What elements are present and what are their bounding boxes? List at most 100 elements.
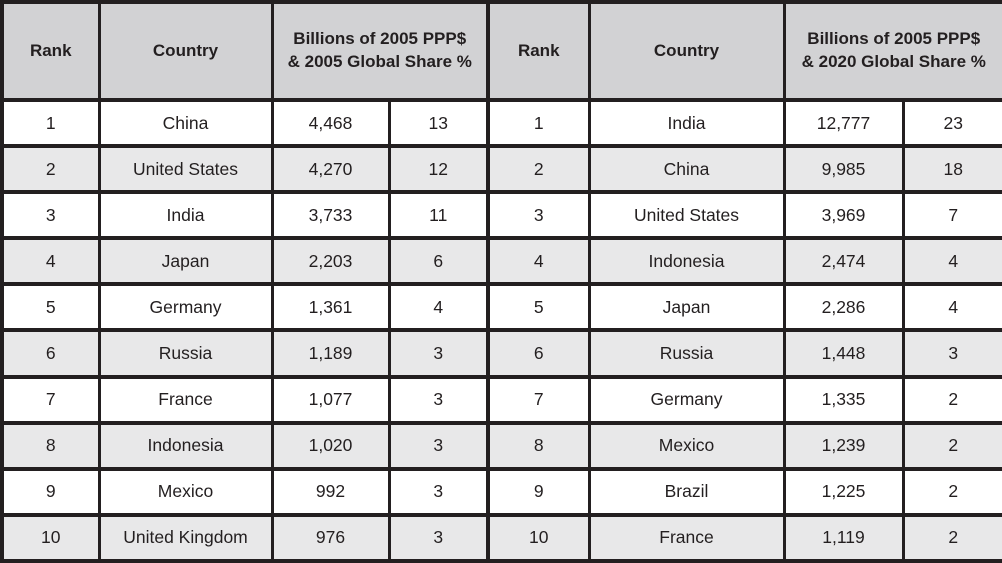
cell-country-2020: France [587, 512, 786, 563]
col-header-rank-2005: Rank [0, 0, 101, 102]
cell-value-2005: 3,733 [270, 190, 391, 241]
col-header-rank-2020: Rank [486, 0, 591, 102]
cell-country-2005: France [97, 374, 274, 425]
cell-share-2020: 2 [901, 512, 1002, 563]
cell-share-2020: 23 [901, 97, 1002, 149]
cell-rank-2020: 8 [486, 420, 591, 471]
cell-share-2005: 3 [387, 374, 490, 425]
cell-share-2005: 13 [387, 97, 490, 149]
table-row: 7 France 1,077 3 7 Germany 1,335 2 [0, 374, 1002, 425]
cell-country-2005: Russia [97, 328, 274, 379]
cell-value-2020: 1,119 [782, 512, 905, 563]
cell-rank-2020: 3 [486, 190, 591, 241]
table-row: 2 United States 4,270 12 2 China 9,985 1… [0, 144, 1002, 195]
col-header-country-2005: Country [97, 0, 274, 102]
cell-rank-2020: 1 [486, 97, 591, 149]
cell-value-2020: 2,286 [782, 282, 905, 333]
cell-rank-2005: 6 [0, 328, 101, 379]
cell-country-2020: Indonesia [587, 236, 786, 287]
cell-country-2005: United States [97, 144, 274, 195]
cell-share-2005: 3 [387, 466, 490, 517]
cell-value-2020: 1,239 [782, 420, 905, 471]
cell-value-2020: 1,335 [782, 374, 905, 425]
cell-rank-2005: 9 [0, 466, 101, 517]
cell-share-2020: 4 [901, 236, 1002, 287]
cell-country-2005: Germany [97, 282, 274, 333]
cell-share-2005: 11 [387, 190, 490, 241]
cell-value-2020: 1,448 [782, 328, 905, 379]
cell-rank-2020: 7 [486, 374, 591, 425]
cell-country-2005: India [97, 190, 274, 241]
cell-rank-2005: 1 [0, 97, 101, 149]
cell-value-2020: 9,985 [782, 144, 905, 195]
table-row: 5 Germany 1,361 4 5 Japan 2,286 4 [0, 282, 1002, 333]
cell-rank-2005: 7 [0, 374, 101, 425]
cell-rank-2005: 10 [0, 512, 101, 563]
cell-rank-2020: 9 [486, 466, 591, 517]
col-header-country-2020: Country [587, 0, 786, 102]
cell-rank-2020: 2 [486, 144, 591, 195]
cell-country-2020: Brazil [587, 466, 786, 517]
cell-rank-2020: 4 [486, 236, 591, 287]
cell-country-2005: Japan [97, 236, 274, 287]
table-body: 1 China 4,468 13 1 India 12,777 23 2 Uni… [0, 97, 1002, 563]
cell-country-2020: China [587, 144, 786, 195]
cell-rank-2020: 5 [486, 282, 591, 333]
cell-country-2005: United Kingdom [97, 512, 274, 563]
table-row: 9 Mexico 992 3 9 Brazil 1,225 2 [0, 466, 1002, 517]
cell-share-2005: 3 [387, 420, 490, 471]
col-header-value-share-2005: Billions of 2005 PPP$ & 2005 Global Shar… [270, 0, 490, 102]
cell-rank-2005: 4 [0, 236, 101, 287]
cell-value-2005: 992 [270, 466, 391, 517]
cell-country-2005: China [97, 97, 274, 149]
cell-value-2020: 12,777 [782, 97, 905, 149]
cell-country-2005: Indonesia [97, 420, 274, 471]
cell-country-2020: Mexico [587, 420, 786, 471]
cell-value-2005: 2,203 [270, 236, 391, 287]
table-row: 6 Russia 1,189 3 6 Russia 1,448 3 [0, 328, 1002, 379]
header-row: Rank Country Billions of 2005 PPP$ & 200… [0, 0, 1002, 102]
cell-share-2005: 6 [387, 236, 490, 287]
cell-share-2005: 4 [387, 282, 490, 333]
cell-value-2005: 4,270 [270, 144, 391, 195]
cell-share-2020: 4 [901, 282, 1002, 333]
table-row: 3 India 3,733 11 3 United States 3,969 7 [0, 190, 1002, 241]
cell-value-2005: 4,468 [270, 97, 391, 149]
cell-country-2020: Germany [587, 374, 786, 425]
table-row: 1 China 4,468 13 1 India 12,777 23 [0, 97, 1002, 149]
cell-value-2020: 1,225 [782, 466, 905, 517]
cell-value-2020: 3,969 [782, 190, 905, 241]
table-row: 4 Japan 2,203 6 4 Indonesia 2,474 4 [0, 236, 1002, 287]
cell-rank-2005: 8 [0, 420, 101, 471]
cell-country-2020: United States [587, 190, 786, 241]
col-header-value-share-2020: Billions of 2005 PPP$ & 2020 Global Shar… [782, 0, 1002, 102]
cell-share-2020: 3 [901, 328, 1002, 379]
cell-country-2020: India [587, 97, 786, 149]
cell-rank-2020: 10 [486, 512, 591, 563]
cell-value-2005: 1,020 [270, 420, 391, 471]
cell-value-2020: 2,474 [782, 236, 905, 287]
cell-value-2005: 976 [270, 512, 391, 563]
cell-rank-2005: 2 [0, 144, 101, 195]
cell-share-2020: 18 [901, 144, 1002, 195]
table-row: 10 United Kingdom 976 3 10 France 1,119 … [0, 512, 1002, 563]
cell-country-2020: Japan [587, 282, 786, 333]
cell-share-2020: 2 [901, 420, 1002, 471]
cell-value-2005: 1,189 [270, 328, 391, 379]
cell-country-2020: Russia [587, 328, 786, 379]
cell-share-2020: 2 [901, 466, 1002, 517]
cell-value-2005: 1,077 [270, 374, 391, 425]
cell-rank-2020: 6 [486, 328, 591, 379]
cell-share-2005: 3 [387, 512, 490, 563]
cell-share-2005: 3 [387, 328, 490, 379]
cell-country-2005: Mexico [97, 466, 274, 517]
cell-share-2020: 7 [901, 190, 1002, 241]
cell-rank-2005: 3 [0, 190, 101, 241]
cell-share-2005: 12 [387, 144, 490, 195]
cell-share-2020: 2 [901, 374, 1002, 425]
cell-value-2005: 1,361 [270, 282, 391, 333]
table-row: 8 Indonesia 1,020 3 8 Mexico 1,239 2 [0, 420, 1002, 471]
cell-rank-2005: 5 [0, 282, 101, 333]
